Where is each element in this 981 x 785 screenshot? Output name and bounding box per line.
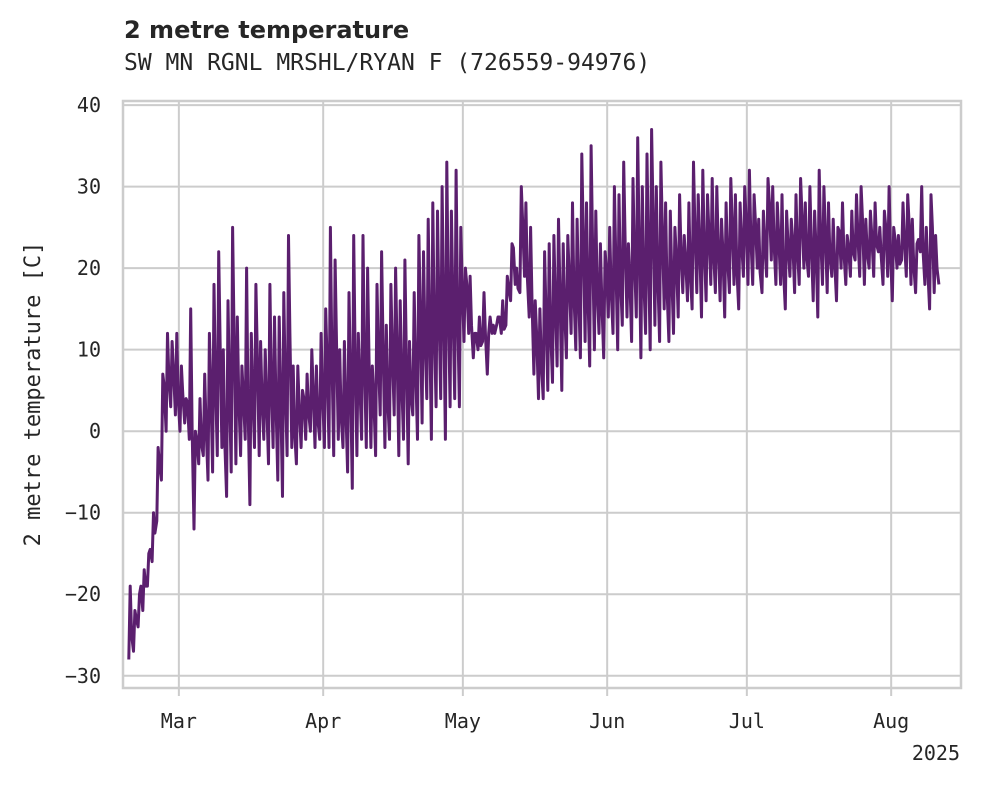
temperature-series-line <box>127 128 941 660</box>
y-tick-label: 40 <box>77 93 101 117</box>
y-tick-label: 0 <box>89 419 101 443</box>
chart-title: 2 metre temperature <box>124 16 410 44</box>
x-tick-label: Aug <box>873 709 909 733</box>
chart-subtitle: SW MN RGNL MRSHL/RYAN F (726559-94976) <box>124 50 651 76</box>
y-tick-label: 20 <box>77 256 101 280</box>
y-tick-label: −30 <box>65 664 101 688</box>
x-tick-label: Apr <box>305 709 341 733</box>
x-tick-label: May <box>445 709 481 733</box>
y-tick-label: 10 <box>77 338 101 362</box>
x-tick-labels: Mar Apr May Jun Jul Aug <box>161 709 909 733</box>
x-tick-label: Jul <box>729 709 765 733</box>
y-tick-label: 30 <box>77 175 101 199</box>
y-axis-label: 2 metre temperature [C] <box>21 242 46 547</box>
x-tick-label: Jun <box>589 709 625 733</box>
plot-frame <box>121 99 963 690</box>
y-tick-label: −10 <box>65 501 101 525</box>
y-tick-labels: −30 −20 −10 0 10 20 30 40 <box>65 93 101 688</box>
y-tick-label: −20 <box>65 582 101 606</box>
series-group <box>127 128 941 660</box>
year-label: 2025 <box>912 741 960 765</box>
x-tick-label: Mar <box>161 709 197 733</box>
